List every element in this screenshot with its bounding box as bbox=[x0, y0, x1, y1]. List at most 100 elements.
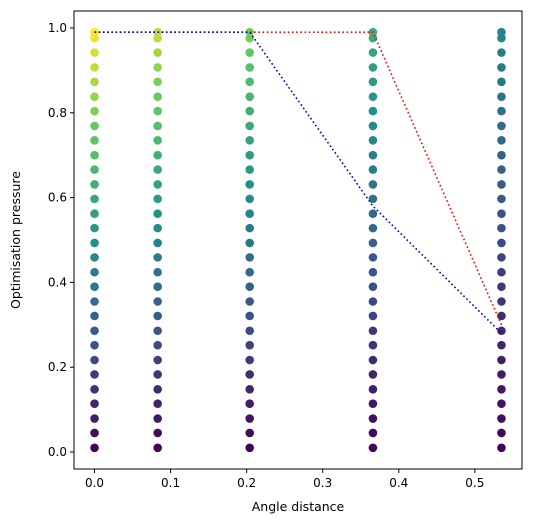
scatter-point bbox=[153, 33, 162, 43]
scatter-point bbox=[90, 253, 99, 262]
scatter-point bbox=[153, 223, 162, 233]
y-tick-label: 0.4 bbox=[48, 275, 67, 289]
scatter-point bbox=[90, 121, 99, 131]
scatter-point bbox=[368, 326, 378, 336]
scatter-point bbox=[90, 297, 99, 306]
scatter-point bbox=[153, 150, 162, 160]
scatter-point bbox=[368, 48, 378, 57]
scatter-point bbox=[153, 326, 162, 336]
scatter-point bbox=[497, 33, 506, 43]
scatter-point bbox=[497, 370, 506, 379]
scatter-point bbox=[368, 150, 378, 160]
scatter-point bbox=[90, 33, 99, 43]
x-tick-label: 0.1 bbox=[161, 476, 180, 490]
scatter-point bbox=[245, 428, 255, 438]
scatter-point bbox=[245, 238, 255, 248]
scatter-point bbox=[245, 355, 255, 365]
scatter-point bbox=[90, 48, 99, 57]
y-tick-label: 0.0 bbox=[48, 445, 67, 459]
scatter-point bbox=[245, 27, 255, 37]
x-tick-label: 0.5 bbox=[465, 476, 484, 490]
scatter-point bbox=[90, 238, 99, 248]
series-lines bbox=[94, 31, 503, 334]
scatter-point bbox=[497, 106, 506, 116]
scatter-point bbox=[90, 340, 99, 350]
scatter-point bbox=[153, 63, 162, 72]
scatter-point bbox=[153, 253, 162, 262]
scatter-point bbox=[153, 92, 162, 101]
scatter-point bbox=[90, 414, 99, 423]
scatter-point bbox=[497, 253, 506, 262]
scatter-point bbox=[368, 194, 378, 204]
scatter-point bbox=[497, 311, 506, 321]
scatter-point bbox=[90, 77, 99, 87]
scatter-point bbox=[497, 63, 506, 72]
y-tick-label: 1.0 bbox=[48, 21, 67, 35]
scatter-point bbox=[497, 443, 506, 453]
scatter-point bbox=[245, 443, 255, 453]
scatter-point bbox=[245, 282, 255, 291]
scatter-point bbox=[497, 121, 506, 131]
scatter-point bbox=[368, 106, 378, 116]
x-tick-label: 0.0 bbox=[85, 476, 104, 490]
scatter-point bbox=[245, 340, 255, 350]
scatter-point bbox=[153, 297, 162, 306]
scatter-point bbox=[153, 267, 162, 277]
scatter-point bbox=[153, 414, 162, 423]
x-axis-label: Angle distance bbox=[252, 499, 345, 514]
scatter-point bbox=[245, 121, 255, 131]
scatter-point bbox=[368, 267, 378, 277]
scatter-point bbox=[497, 180, 506, 189]
scatter-point bbox=[90, 92, 99, 101]
scatter-point bbox=[153, 355, 162, 365]
scatter-point bbox=[497, 267, 506, 277]
scatter-point bbox=[245, 33, 255, 43]
scatter-point bbox=[497, 209, 506, 219]
scatter-point bbox=[497, 414, 506, 423]
scatter-point bbox=[497, 340, 506, 350]
scatter-point bbox=[245, 180, 255, 189]
scatter-point bbox=[497, 150, 506, 160]
scatter-point bbox=[153, 106, 162, 116]
scatter-point bbox=[90, 311, 99, 321]
scatter-point bbox=[90, 399, 99, 408]
scatter-point bbox=[245, 414, 255, 423]
scatter-point bbox=[90, 282, 99, 291]
scatter-point bbox=[153, 282, 162, 291]
scatter-points bbox=[90, 27, 506, 453]
scatter-point bbox=[245, 77, 255, 87]
scatter-point bbox=[153, 165, 162, 174]
scatter-point bbox=[245, 150, 255, 160]
scatter-point bbox=[153, 370, 162, 379]
scatter-point bbox=[245, 92, 255, 101]
scatter-point bbox=[90, 63, 99, 72]
scatter-point bbox=[90, 194, 99, 204]
scatter-point bbox=[368, 428, 378, 438]
scatter-point bbox=[245, 136, 255, 145]
scatter-point bbox=[368, 92, 378, 101]
scatter-point bbox=[245, 165, 255, 174]
scatter-point bbox=[368, 311, 378, 321]
scatter-point bbox=[90, 180, 99, 189]
y-tick-label: 0.8 bbox=[48, 106, 67, 120]
scatter-point bbox=[90, 384, 99, 394]
x-tick-label: 0.2 bbox=[237, 476, 256, 490]
x-axis-ticks: 0.0 0.1 0.2 0.3 0.4 0.5 bbox=[85, 469, 484, 490]
scatter-point bbox=[245, 223, 255, 233]
scatter-point bbox=[497, 48, 506, 57]
series-line-1 bbox=[94, 31, 503, 326]
scatter-point bbox=[153, 238, 162, 248]
scatter-point bbox=[153, 311, 162, 321]
plot-frame bbox=[73, 10, 523, 470]
scatter-point bbox=[497, 297, 506, 306]
scatter-point bbox=[90, 443, 99, 453]
scatter-point bbox=[90, 209, 99, 219]
y-tick-label: 0.2 bbox=[48, 360, 67, 374]
scatter-point bbox=[90, 165, 99, 174]
scatter-point bbox=[368, 370, 378, 379]
scatter-point bbox=[245, 326, 255, 336]
scatter-point bbox=[368, 63, 378, 72]
scatter-point bbox=[90, 355, 99, 365]
scatter-point bbox=[245, 370, 255, 379]
scatter-point bbox=[368, 136, 378, 145]
